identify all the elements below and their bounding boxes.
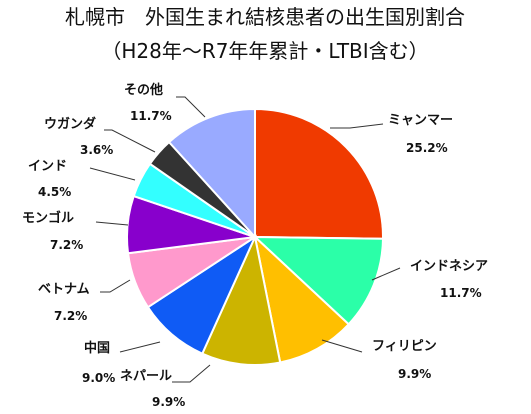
leader-line [119, 341, 161, 353]
chart-title: 札幌市 外国生まれ結核患者の出生国別割合 [65, 5, 465, 29]
leader-line [104, 129, 156, 153]
slice-value-label: 11.7% [440, 286, 482, 300]
slice-label: インドネシア [410, 259, 488, 274]
leader-line [321, 339, 363, 353]
leader-line [172, 364, 211, 383]
slice-label: インド [28, 159, 67, 174]
slice-value-label: 4.5% [38, 185, 71, 199]
leader-line [89, 167, 136, 181]
slice-label: 中国 [84, 340, 110, 356]
slice-value-label: 11.7% [130, 109, 172, 123]
leader-line [100, 279, 131, 293]
slice-value-label: 7.2% [54, 309, 87, 323]
slice-value-label: 25.2% [406, 141, 448, 155]
chart-subtitle: （H28年〜R7年年累計・LTBI含む） [101, 39, 428, 63]
leader-line [371, 267, 401, 281]
slice-value-label: 9.9% [398, 367, 431, 381]
slice-value-label: 7.2% [50, 238, 83, 252]
leader-line [176, 96, 206, 118]
slice-label: ベトナム [38, 282, 90, 297]
pie-slice [252, 235, 385, 326]
slice-label: ネパール [120, 369, 172, 384]
pie-slice [200, 233, 282, 366]
slice-label: ウガンダ [44, 116, 96, 132]
slice-label: ミャンマー [388, 113, 453, 128]
pie-slice [254, 107, 384, 240]
leader-line [330, 123, 384, 129]
pie-slice [253, 234, 351, 364]
leader-line [95, 221, 129, 226]
slice-label: モンゴル [22, 210, 74, 226]
slice-value-label: 9.0% [82, 371, 115, 385]
slice-value-label: 3.6% [80, 143, 113, 157]
slice-value-label: 9.9% [152, 395, 185, 409]
pie-slice [167, 107, 256, 240]
slice-label: その他 [124, 82, 163, 98]
slice-label: フィリピン [372, 339, 437, 354]
